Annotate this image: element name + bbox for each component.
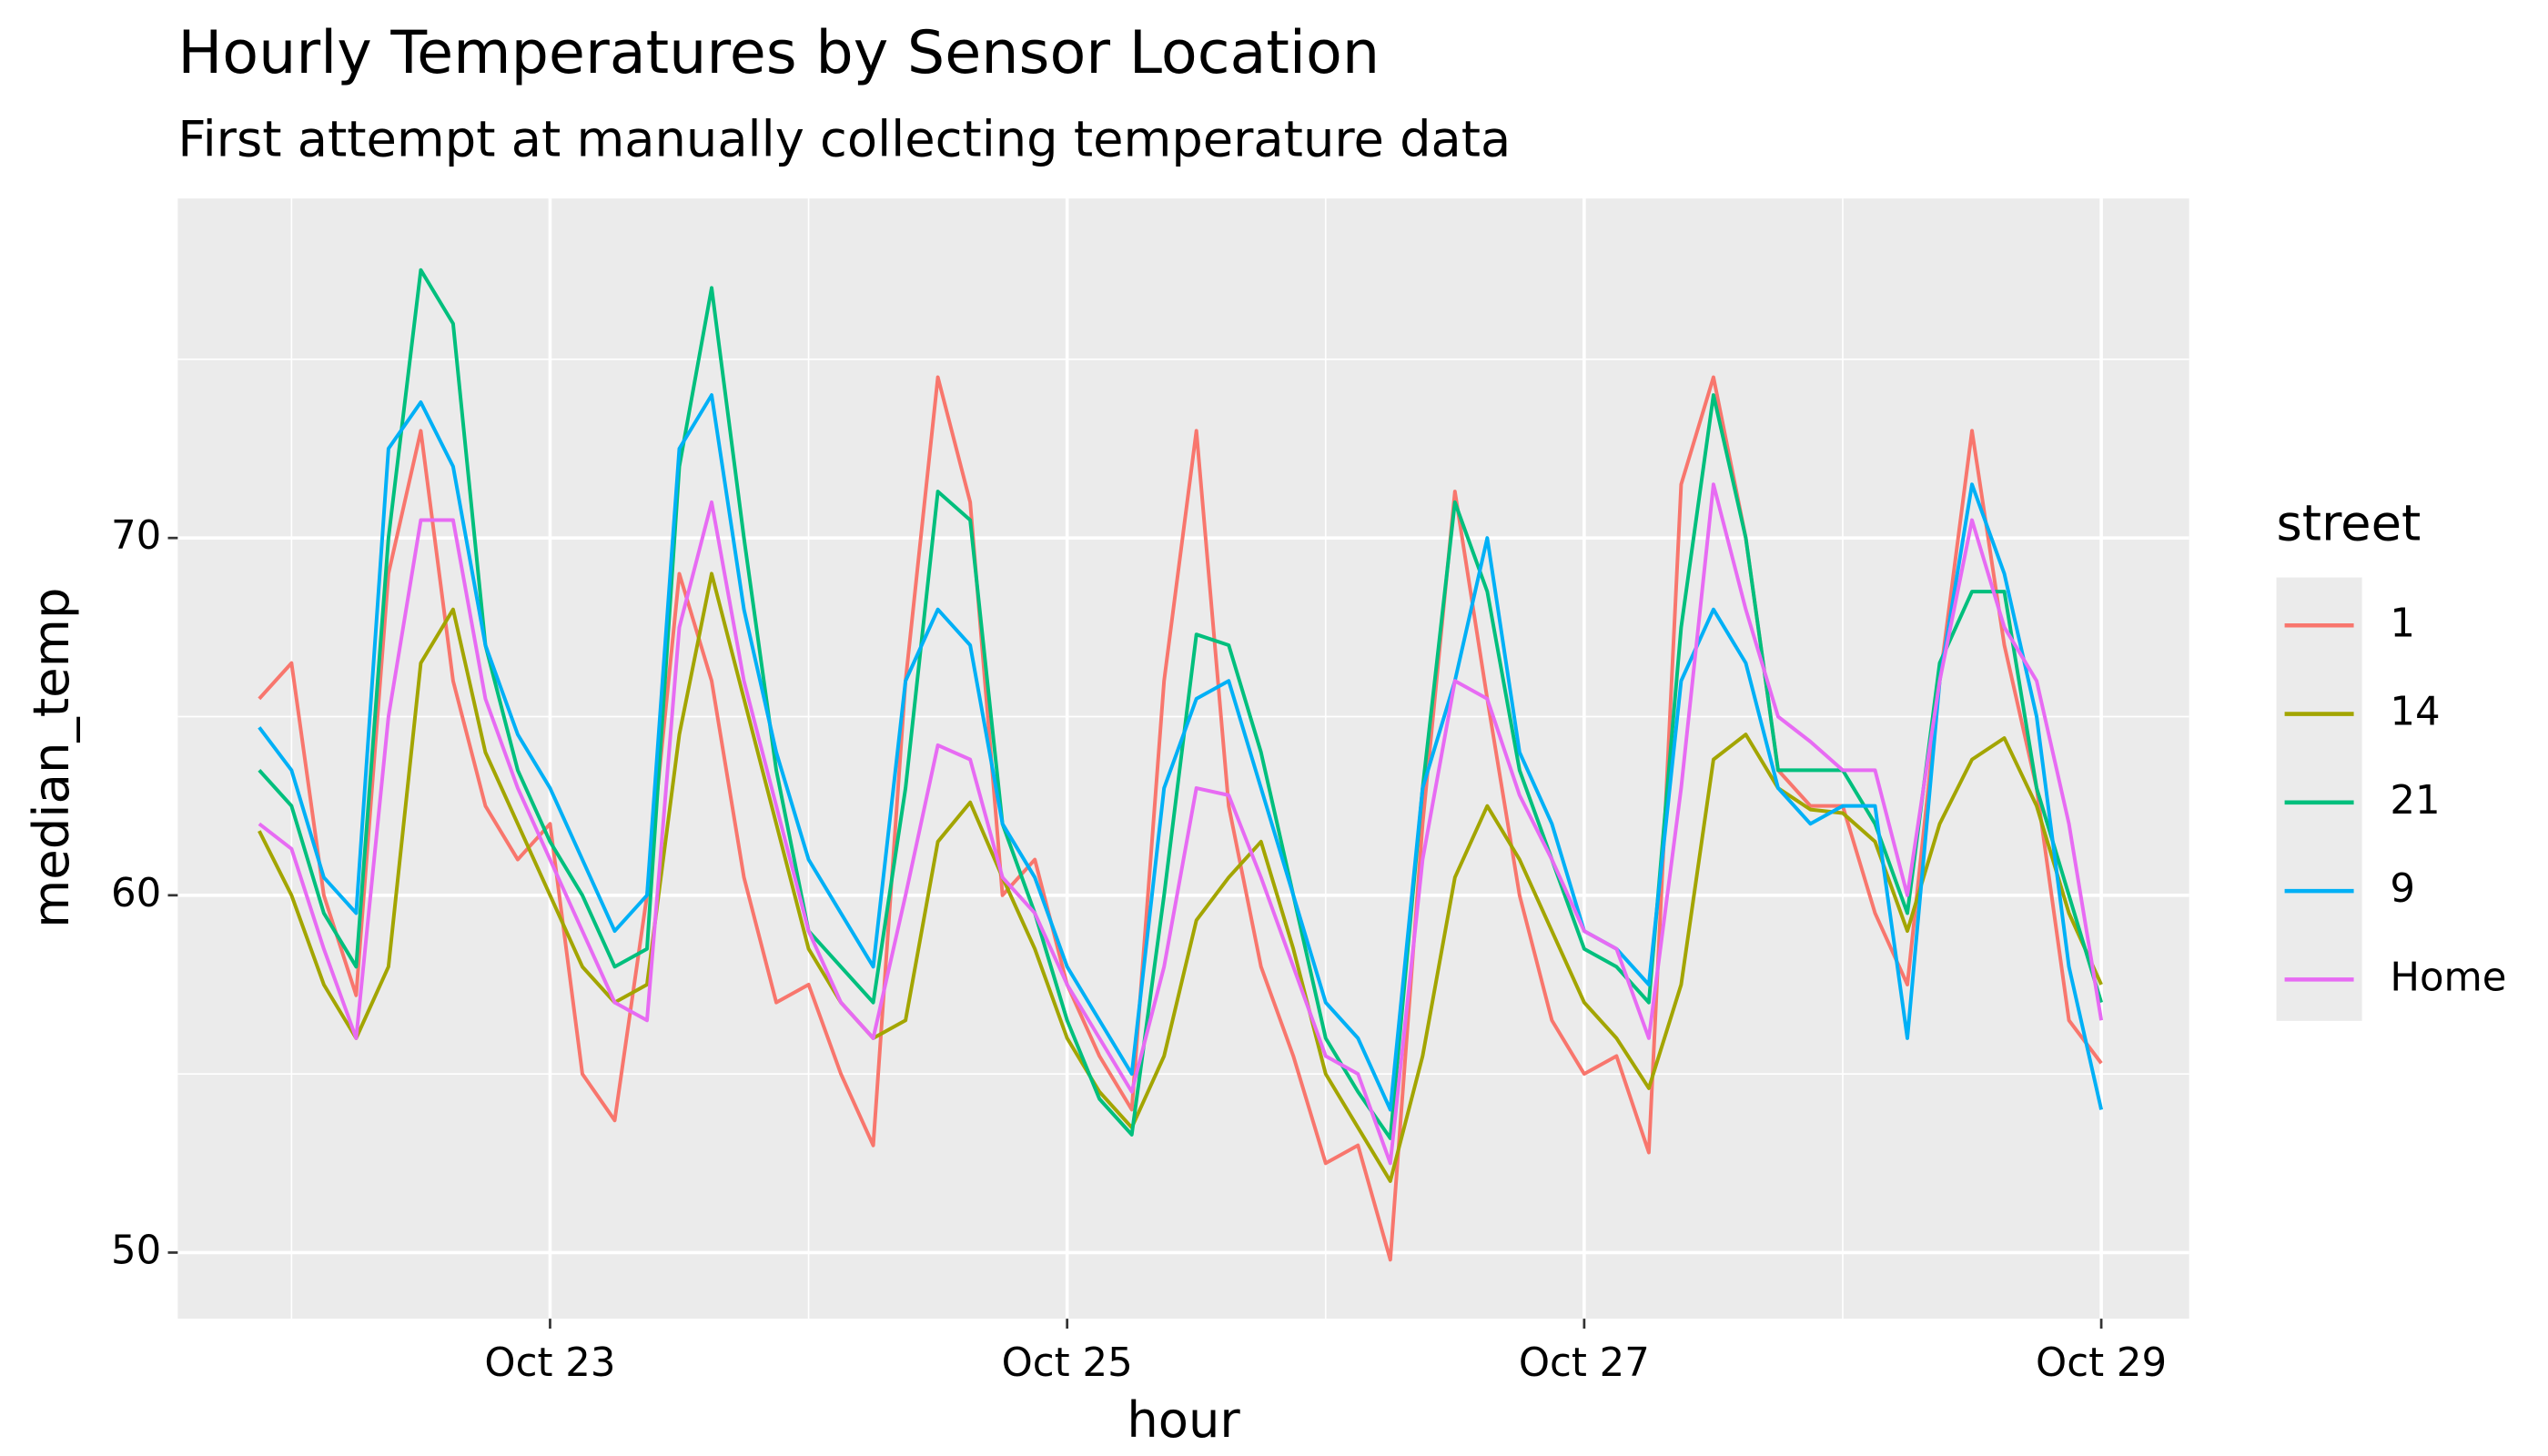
y-tick-label: 60 [111, 871, 161, 916]
legend-label: 21 [2390, 778, 2440, 824]
series-line [258, 393, 2104, 1112]
series-line [258, 375, 2103, 1262]
y-axis-label: median_temp [23, 588, 80, 928]
legend-label: Home [2390, 955, 2506, 1000]
x-tick-label: Oct 27 [1519, 1340, 1650, 1386]
y-tick-label: 50 [111, 1228, 161, 1273]
chart-subtitle: First attempt at manually collecting tem… [177, 110, 1511, 167]
x-tick-label: Oct 23 [484, 1340, 615, 1386]
chart-title: Hourly Temperatures by Sensor Location [177, 18, 1380, 87]
series-line [258, 482, 2104, 1166]
legend-title: street [2277, 494, 2422, 551]
legend-key-background [2276, 577, 2362, 1021]
series-line [258, 571, 2103, 1183]
x-tick-label: Oct 25 [1002, 1340, 1133, 1386]
legend-label: 14 [2390, 689, 2440, 734]
y-tick-label: 70 [111, 513, 161, 559]
x-axis-label: hour [1127, 1391, 1240, 1449]
x-tick-label: Oct 29 [2036, 1340, 2167, 1386]
legend-label: 1 [2390, 601, 2415, 646]
plot-background [177, 198, 2189, 1320]
legend-label: 9 [2390, 866, 2415, 912]
series-line [258, 268, 2103, 1140]
